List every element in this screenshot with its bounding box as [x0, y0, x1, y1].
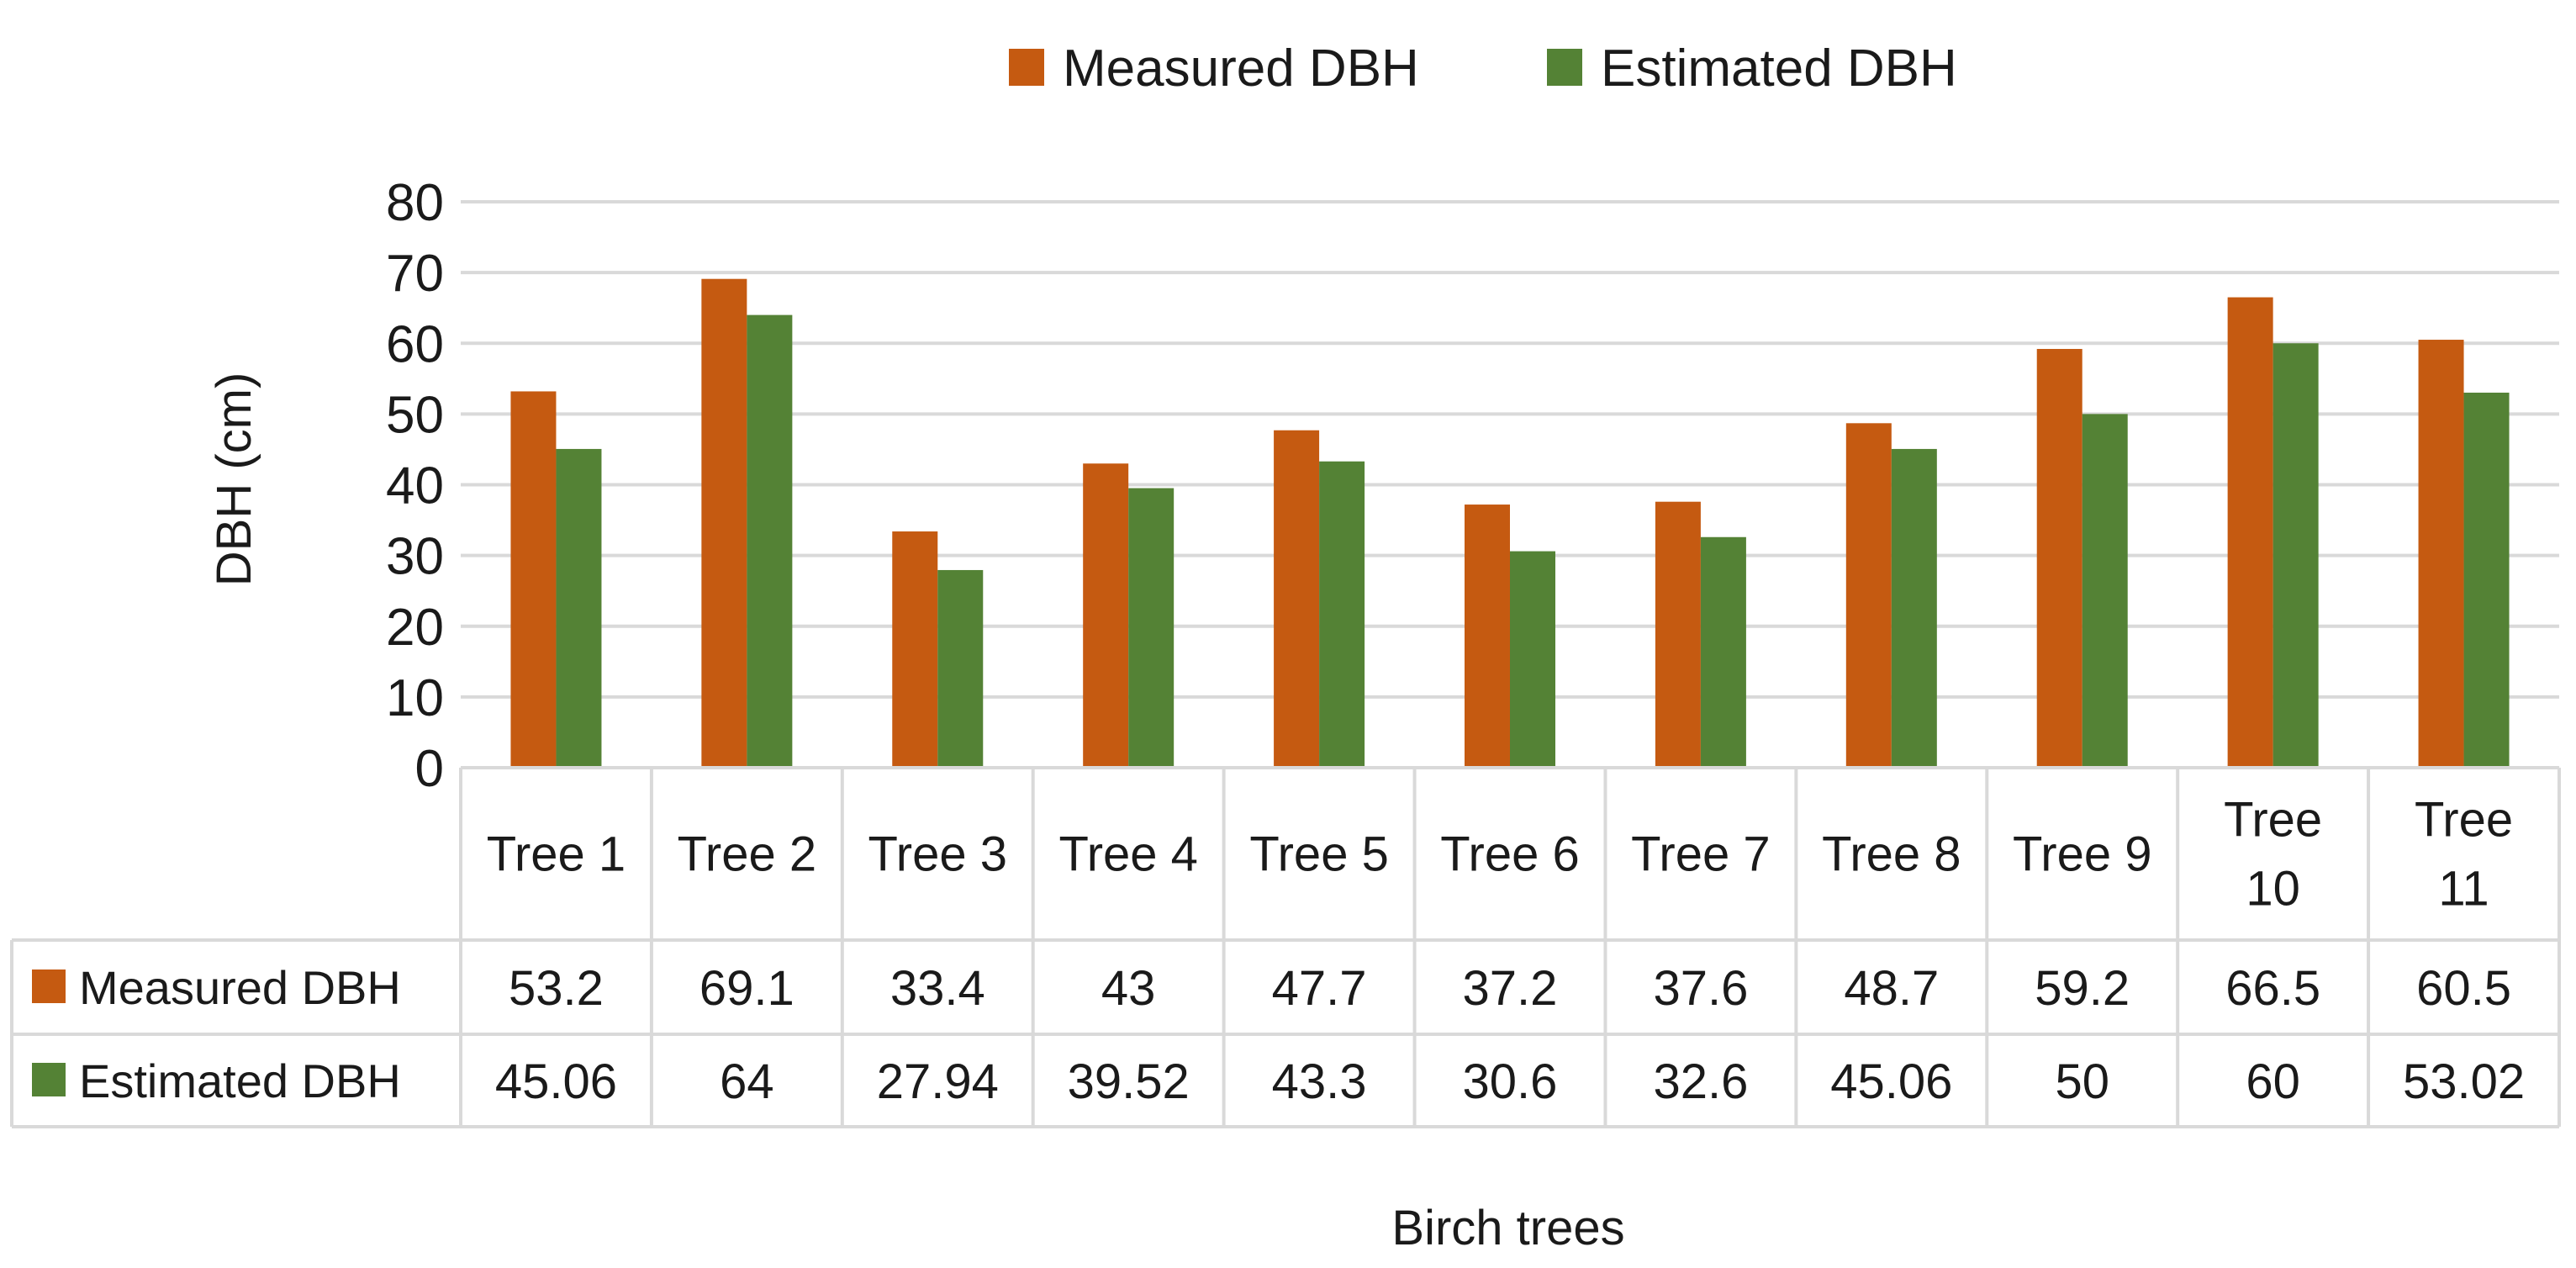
legend-label: Measured DBH [1063, 40, 1419, 98]
data-label: 47.7 [1272, 961, 1367, 1016]
bar-estimated [747, 314, 793, 769]
table-series-name: Estimated DBH [79, 1054, 401, 1107]
data-label: 30.6 [1463, 1054, 1558, 1109]
bar-estimated [2272, 343, 2319, 768]
x-tick-label: Tree 7 [1631, 827, 1770, 882]
bar-estimated [2463, 392, 2510, 768]
y-tick-label: 0 [415, 740, 444, 798]
data-label: 64 [720, 1054, 774, 1109]
x-tick-label: Tree 6 [1440, 827, 1579, 882]
y-tick-label: 70 [386, 245, 444, 303]
bar-measured [2227, 297, 2273, 769]
bar-estimated [1510, 551, 1555, 768]
y-tick-label: 50 [386, 386, 444, 444]
data-label: 69.1 [699, 961, 794, 1016]
y-tick-label: 10 [386, 669, 444, 727]
bar-measured [1845, 423, 1892, 768]
legend-label: Estimated DBH [1601, 40, 1957, 98]
table-series-name: Measured DBH [79, 961, 401, 1014]
data-label: 39.52 [1068, 1054, 1190, 1109]
bar-estimated [2082, 414, 2128, 768]
bar-measured [2418, 340, 2464, 768]
data-label: 60.5 [2416, 961, 2511, 1016]
data-label: 45.06 [1830, 1054, 1952, 1109]
data-label: 27.94 [877, 1054, 999, 1109]
bar-measured [701, 278, 747, 768]
y-tick-label: 30 [386, 528, 444, 586]
legend-swatch-measured [1009, 49, 1044, 86]
x-axis-title: Birch trees [1391, 1201, 1624, 1255]
bar-estimated [937, 569, 984, 768]
bar-estimated [1891, 448, 1937, 768]
data-label: 50 [2055, 1054, 2109, 1109]
y-tick-label: 80 [386, 174, 444, 232]
x-tick-label: Tree 10 [2224, 793, 2322, 917]
bar-measured [1083, 463, 1129, 768]
bar-estimated [1319, 461, 1365, 768]
data-label: 59.2 [2035, 961, 2130, 1016]
legend-swatch-estimated [1547, 49, 1582, 86]
bar-measured [1465, 505, 1510, 768]
x-tick-label: Tree 1 [487, 827, 626, 882]
data-label: 45.06 [495, 1054, 617, 1109]
bar-estimated [556, 448, 602, 768]
y-tick-labels: 0 10 20 30 40 50 60 70 80 [386, 174, 444, 798]
data-label: 32.6 [1653, 1054, 1748, 1109]
bars [510, 278, 2510, 769]
data-label: 43.3 [1272, 1054, 1367, 1109]
bar-measured [2036, 348, 2082, 768]
bar-measured [510, 391, 557, 768]
y-tick-label: 60 [386, 315, 444, 373]
bar-estimated [1128, 488, 1175, 768]
bar-measured [892, 531, 938, 768]
x-tick-label: Tree 3 [868, 827, 1007, 882]
gridlines [461, 200, 2559, 769]
y-tick-label: 40 [386, 457, 444, 515]
y-axis-title: DBH (cm) [207, 372, 261, 587]
data-label: 48.7 [1844, 961, 1939, 1016]
data-label: 37.2 [1463, 961, 1558, 1016]
data-label: 43 [1101, 961, 1156, 1016]
bar-estimated [1700, 536, 1746, 768]
data-label: 37.6 [1653, 961, 1748, 1016]
legend: Measured DBH Estimated DBH [1009, 40, 1957, 98]
data-label: 53.2 [509, 961, 604, 1016]
x-tick-label: Tree 8 [1822, 827, 1961, 882]
bar-measured [1655, 501, 1701, 768]
data-label: 33.4 [890, 961, 985, 1016]
x-tick-label: Tree 4 [1058, 827, 1197, 882]
x-tick-label: Tree 9 [2013, 827, 2151, 882]
x-tick-label: Tree 11 [2415, 793, 2513, 917]
x-tick-label: Tree 2 [678, 827, 816, 882]
table-legend-key [32, 969, 66, 1003]
x-tick-label: Tree 5 [1249, 827, 1388, 882]
data-label: 66.5 [2225, 961, 2320, 1016]
data-table: Tree 1 Tree 2 Tree 3 Tree 4 Tree 5 Tree 6 Tree… [10, 766, 2561, 1128]
bar-measured [1274, 430, 1320, 768]
y-tick-label: 20 [386, 599, 444, 657]
data-label: 60 [2246, 1054, 2300, 1109]
table-legend-key [32, 1063, 66, 1096]
data-label: 53.02 [2403, 1054, 2525, 1109]
